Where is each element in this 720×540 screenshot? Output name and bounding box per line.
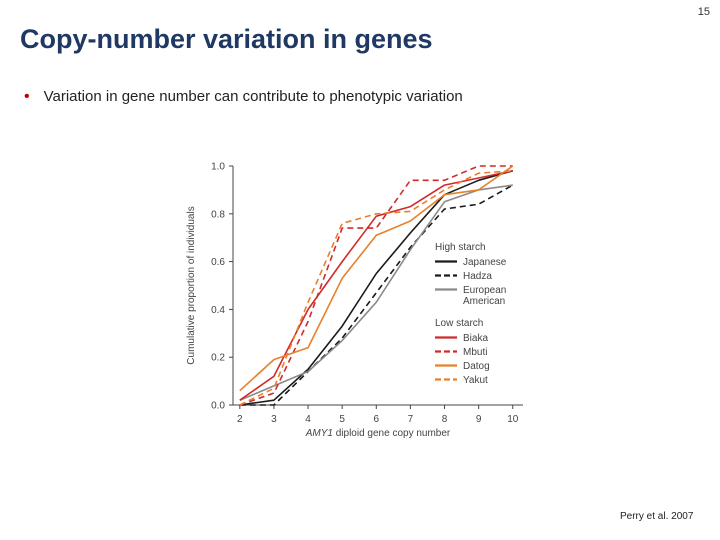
y-tick-label: 1.0: [211, 162, 225, 173]
series-line-japanese: [239, 170, 514, 406]
page-number: 15: [697, 6, 710, 18]
bullet-dot-icon: •: [24, 87, 30, 105]
chart-figure: 0.0 0.2 0.4 0.6 0.8 1.0 2 3 4 5 6 7 8 9 10 AMY1 diploid…: [180, 158, 540, 446]
x-tick-label: 9: [476, 414, 482, 425]
x-tick-label: 7: [408, 414, 414, 425]
y-tick-label: 0.0: [211, 401, 225, 412]
x-axis-label: AMY1 diploid gene copy number: [305, 428, 451, 439]
x-tick-label: 6: [374, 414, 380, 425]
line-chart: 0.0 0.2 0.4 0.6 0.8 1.0 2 3 4 5 6 7 8 9 10 AMY1 diploid…: [186, 162, 523, 439]
series-line-datog: [239, 165, 514, 392]
bullet-text: Variation in gene number can contribute …: [43, 88, 463, 105]
legend-label-hadza: Hadza: [463, 271, 492, 282]
legend-label-european-american: European American: [463, 285, 506, 307]
y-tick-label: 0.2: [211, 353, 225, 364]
legend-label-datog: Datog: [463, 361, 490, 372]
x-tick-label: 2: [237, 414, 243, 425]
series-line-mbuti: [239, 165, 513, 406]
citation: Perry et al. 2007: [620, 511, 694, 522]
y-axis-label: Cumulative proportion of individuals: [186, 206, 197, 364]
series-line-hadza: [239, 184, 514, 406]
legend-label-yakut: Yakut: [463, 375, 488, 386]
y-tick-label: 0.6: [211, 257, 225, 268]
x-tick-label: 4: [305, 414, 311, 425]
y-tick-label: 0.8: [211, 209, 225, 220]
series-line-yakut: [239, 170, 513, 406]
x-tick-label: 5: [339, 414, 345, 425]
y-tick-label: 0.4: [211, 305, 225, 316]
bullet-item: • Variation in gene number can contribut…: [24, 88, 463, 105]
legend-label-mbuti: Mbuti: [463, 347, 487, 358]
x-tick-label: 8: [442, 414, 448, 425]
x-axis-label-gene: AMY1: [305, 428, 333, 439]
slide-title: Copy-number variation in genes: [20, 24, 433, 54]
series-line-biaka: [239, 170, 513, 401]
legend-label-biaka: Biaka: [463, 333, 488, 344]
x-tick-label: 10: [507, 414, 519, 425]
x-tick-label: 3: [271, 414, 277, 425]
legend-group-heading: Low starch: [435, 318, 483, 329]
series-line-european-american: [239, 184, 513, 401]
x-axis-label-rest: diploid gene copy number: [333, 428, 451, 439]
legend-group-heading: High starch: [435, 242, 486, 253]
legend-label-japanese: Japanese: [463, 257, 507, 268]
